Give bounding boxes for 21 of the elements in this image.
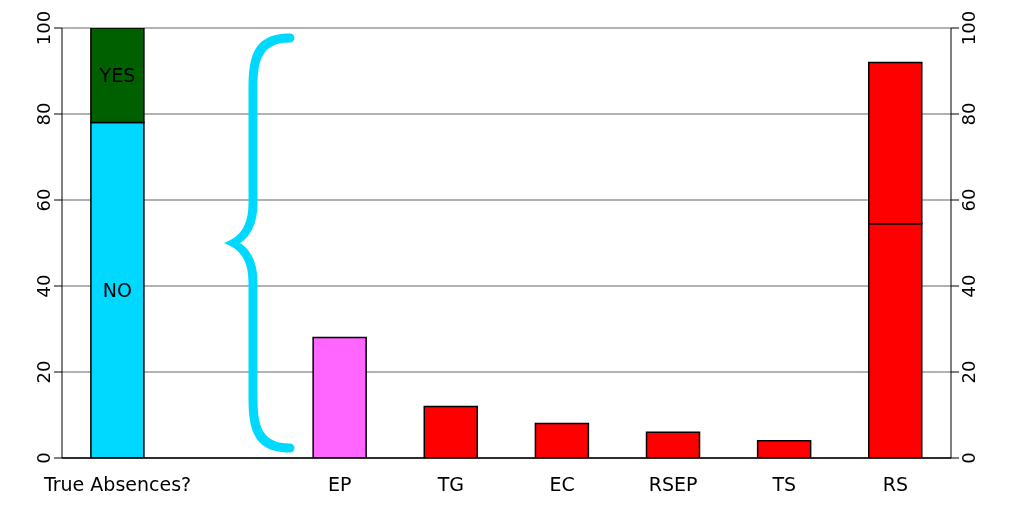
y-tick-label: 100 — [33, 10, 55, 46]
y2-tick-label: 20 — [958, 360, 980, 384]
y-tick-label: 20 — [33, 360, 55, 384]
series-label: NO — [102, 279, 132, 302]
y2-tick-label: 40 — [958, 274, 980, 298]
y2-tick-label: 60 — [958, 188, 980, 212]
x-tick-label: RS — [882, 473, 909, 496]
x-tick-label: RSEP — [648, 473, 698, 496]
y-tick-label: 40 — [33, 274, 55, 298]
x-tick-label: EC — [549, 473, 575, 496]
x-tick-label: EP — [328, 473, 352, 496]
y2-tick-label: 80 — [958, 102, 980, 126]
y-tick-label: 80 — [33, 102, 55, 126]
series-label: YES — [98, 64, 136, 87]
y-tick-label: 60 — [33, 188, 55, 212]
y-tick-label: 0 — [33, 452, 55, 464]
x-tick-label: True Absences? — [42, 473, 192, 496]
y2-tick-label: 100 — [958, 10, 980, 46]
y2-tick-label: 0 — [958, 452, 980, 464]
x-tick-label: TG — [436, 473, 465, 496]
x-tick-label: TS — [771, 473, 797, 496]
